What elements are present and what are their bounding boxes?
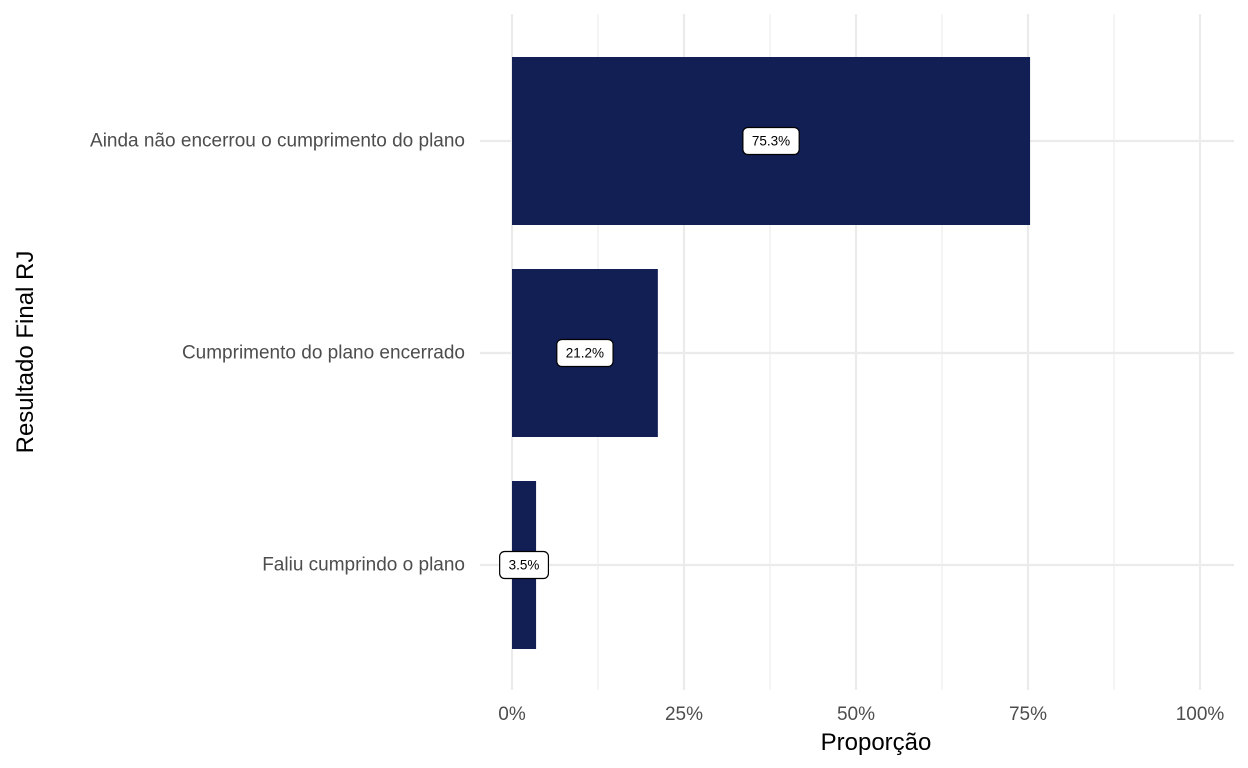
x-axis-title: Proporção [821, 729, 932, 756]
data-label-box [556, 338, 614, 368]
y-tick-label: Faliu cumprindo o plano [262, 555, 465, 576]
data-label-text: 3.5% [509, 558, 540, 573]
y-tick-label: Ainda não encerrou o cumprimento do plan… [90, 131, 465, 152]
data-label-box [499, 550, 550, 580]
x-tick-label: 75% [1009, 704, 1047, 725]
data-labels: 75.3% 21.2% 3.5% [499, 126, 800, 580]
data-label-box [742, 126, 800, 156]
y-axis-title: Resultado Final RJ [12, 251, 39, 454]
x-tick-label: 50% [837, 704, 875, 725]
data-label: 21.2% [556, 338, 614, 368]
data-label: 75.3% [742, 126, 800, 156]
data-label-text: 21.2% [566, 346, 604, 361]
x-tick-label: 25% [665, 704, 703, 725]
data-label: 3.5% [499, 550, 550, 580]
x-tick-label: 100% [1176, 704, 1225, 725]
x-tick-label: 0% [498, 704, 526, 725]
y-axis-tick-labels: Ainda não encerrou o cumprimento do plan… [90, 131, 465, 576]
data-label-text: 75.3% [752, 134, 790, 149]
x-axis-tick-labels: 0% 25% 50% 75% 100% [498, 704, 1224, 725]
y-tick-label: Cumprimento do plano encerrado [182, 343, 465, 364]
